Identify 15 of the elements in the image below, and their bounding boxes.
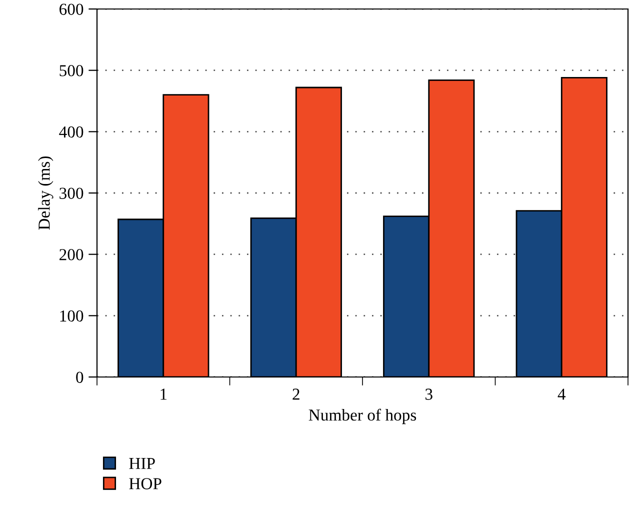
y-tick-label: 0 <box>76 372 84 383</box>
y-tick-label: 400 <box>59 126 84 138</box>
x-tick-label: 4 <box>558 388 566 400</box>
legend-label: HOP <box>129 478 162 490</box>
y-tick-label: 300 <box>60 188 84 199</box>
x-tick-label: 2 <box>292 388 300 400</box>
y-axis-title: Delay (ms) <box>38 156 54 230</box>
y-tick-label: 200 <box>60 249 84 260</box>
legend-label: HIP <box>129 458 155 469</box>
y-tick-label: 100 <box>60 310 84 322</box>
x-axis-title: Number of hops <box>308 408 416 424</box>
y-tick-label: 500 <box>60 65 84 76</box>
x-tick-label: 1 <box>160 388 167 400</box>
y-tick-label: 600 <box>60 4 84 15</box>
x-tick-label: 3 <box>426 388 432 400</box>
